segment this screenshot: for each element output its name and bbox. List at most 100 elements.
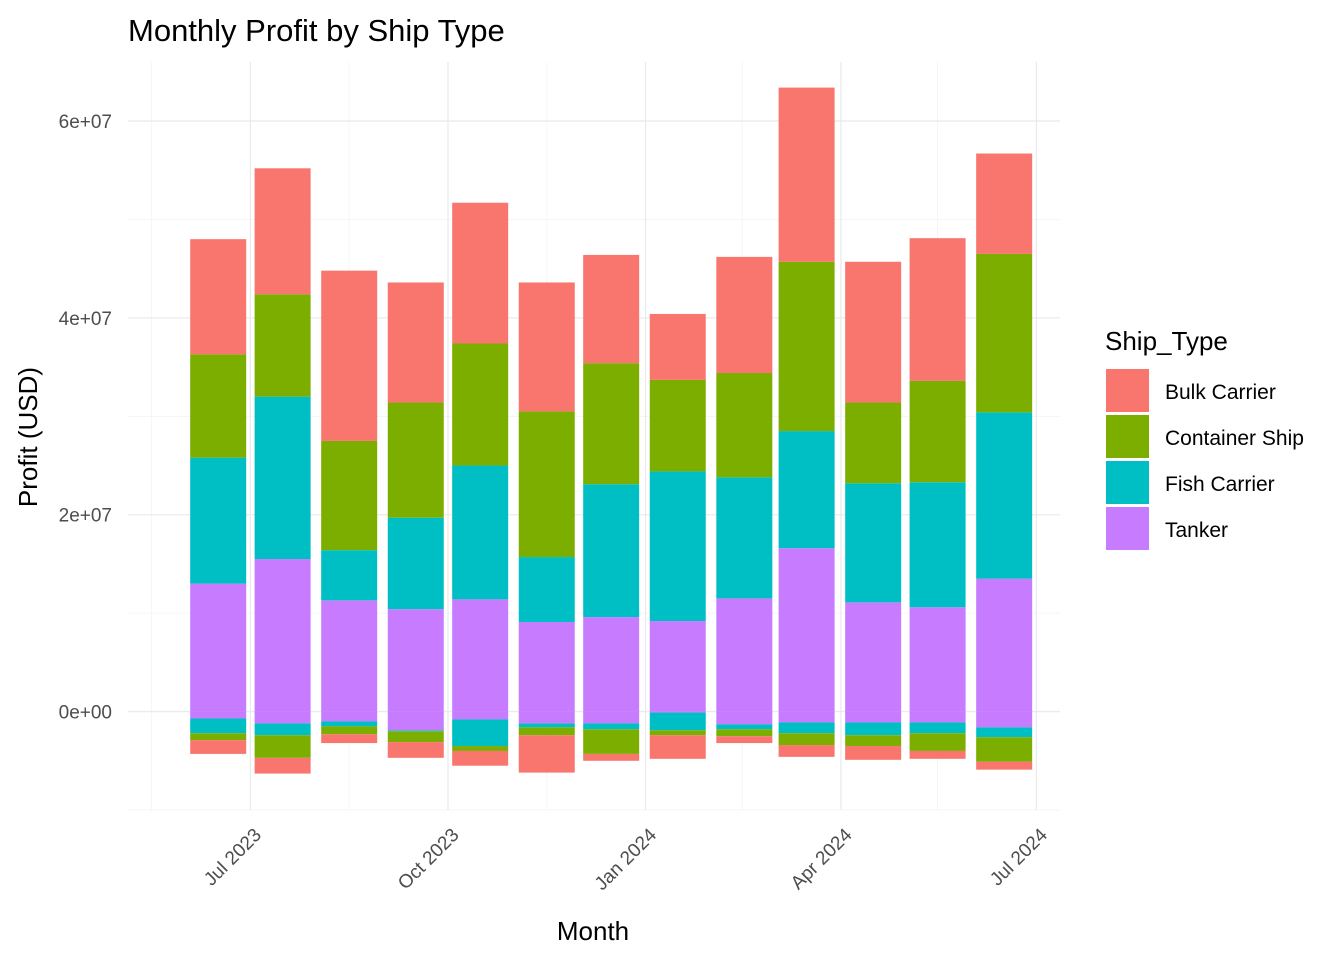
- bar-segment-negative: [649, 711, 706, 713]
- bar-segment: [909, 238, 966, 381]
- bar-segment-negative: [452, 750, 509, 766]
- bar-segment-negative: [518, 711, 575, 724]
- bar-segment: [778, 261, 835, 432]
- bar-segment-negative: [716, 711, 773, 725]
- bar-segment: [583, 617, 640, 712]
- bar-segment-negative: [321, 711, 378, 722]
- bar-segment-negative: [716, 724, 773, 730]
- bar-segment: [190, 239, 247, 355]
- bar-segment-negative: [909, 733, 966, 751]
- bar-segment: [976, 253, 1033, 413]
- bar-segment: [518, 411, 575, 558]
- x-tick-label: Oct 2023: [394, 825, 463, 894]
- bar-segment: [649, 379, 706, 472]
- legend-swatch: [1106, 507, 1149, 550]
- bar-segment-negative: [518, 727, 575, 736]
- bar-segment-negative: [583, 753, 640, 761]
- bar-segment: [649, 621, 706, 712]
- bar-segment-negative: [452, 746, 509, 751]
- legend-label: Container Ship: [1165, 427, 1304, 450]
- y-tick-label: 4e+07: [59, 309, 112, 330]
- bar-segment: [190, 583, 247, 712]
- legend-title: Ship_Type: [1105, 326, 1228, 356]
- bar-segment-negative: [649, 712, 706, 731]
- bar-segment: [716, 598, 773, 712]
- bar-segment-negative: [387, 742, 444, 758]
- x-tick-label: Jan 2024: [591, 824, 661, 894]
- bar-segment-negative: [254, 757, 311, 774]
- bar-segment-negative: [909, 722, 966, 734]
- y-axis-ticks: 0e+00 2e+07 4e+07 6e+07: [59, 112, 112, 724]
- legend-label: Tanker: [1165, 519, 1228, 542]
- bar-segment: [518, 557, 575, 623]
- bar-segment-negative: [254, 723, 311, 736]
- bar-segment: [387, 517, 444, 610]
- bar-segment-negative: [190, 733, 247, 741]
- bar-segment: [452, 465, 509, 600]
- x-tick-label: Jul 2023: [200, 825, 266, 891]
- y-tick-label: 2e+07: [59, 506, 112, 527]
- bar-segment-negative: [649, 730, 706, 736]
- bar-segment: [190, 354, 247, 458]
- bar-segment: [254, 294, 311, 397]
- bar-segment-negative: [190, 711, 247, 719]
- bar-segment: [321, 270, 378, 441]
- bar-segment-negative: [976, 711, 1033, 728]
- bar-segment: [976, 412, 1033, 579]
- legend-swatch: [1106, 415, 1149, 458]
- bar-segment: [649, 313, 706, 380]
- bar-segment-negative: [321, 734, 378, 744]
- bar-segment: [716, 477, 773, 599]
- bar-segment: [518, 622, 575, 712]
- bar-segment-negative: [778, 745, 835, 757]
- bar-segment: [321, 550, 378, 601]
- bar-segment: [845, 483, 902, 603]
- bar-segment: [583, 254, 640, 364]
- legend-label: Fish Carrier: [1165, 473, 1275, 496]
- bar-segment: [321, 440, 378, 551]
- bar-segment-negative: [452, 719, 509, 747]
- bar-segment-negative: [321, 726, 378, 735]
- bar-segment-negative: [190, 740, 247, 754]
- bar-segment-negative: [387, 731, 444, 743]
- bars: [190, 87, 1033, 774]
- bar-segment-negative: [190, 718, 247, 734]
- bar-segment-negative: [321, 721, 378, 727]
- bar-segment: [254, 559, 311, 712]
- bar-segment: [583, 363, 640, 485]
- bar-segment: [649, 471, 706, 622]
- bar-segment: [518, 282, 575, 412]
- bar-segment: [254, 168, 311, 295]
- bar-segment-negative: [778, 733, 835, 746]
- bar-segment-negative: [778, 711, 835, 723]
- x-tick-label: Jul 2024: [986, 824, 1052, 890]
- y-tick-label: 6e+07: [59, 112, 112, 133]
- bar-segment-negative: [583, 723, 640, 730]
- bar-segment: [716, 373, 773, 478]
- bar-segment-negative: [716, 729, 773, 737]
- legend-label: Bulk Carrier: [1165, 381, 1276, 404]
- bar-segment: [778, 431, 835, 549]
- bar-segment-negative: [845, 746, 902, 760]
- bar-segment-negative: [452, 711, 509, 720]
- bar-segment: [321, 600, 378, 712]
- y-tick-label: 0e+00: [59, 703, 112, 724]
- bar-segment-negative: [778, 722, 835, 734]
- bar-segment: [845, 602, 902, 712]
- bar-segment-negative: [518, 735, 575, 773]
- bar-segment: [976, 578, 1033, 712]
- legend-swatch: [1106, 369, 1149, 412]
- bar-segment: [909, 380, 966, 483]
- bar-segment: [387, 282, 444, 403]
- bar-segment: [583, 484, 640, 618]
- bar-segment-negative: [583, 711, 640, 724]
- bar-segment: [452, 599, 509, 712]
- bar-segment: [254, 396, 311, 560]
- x-axis-title: Month: [557, 916, 629, 946]
- legend-swatch: [1106, 461, 1149, 504]
- chart-title: Monthly Profit by Ship Type: [128, 13, 505, 48]
- bar-segment: [190, 457, 247, 584]
- bar-segment-negative: [387, 711, 444, 731]
- bar-segment-negative: [845, 722, 902, 736]
- bar-segment: [909, 482, 966, 608]
